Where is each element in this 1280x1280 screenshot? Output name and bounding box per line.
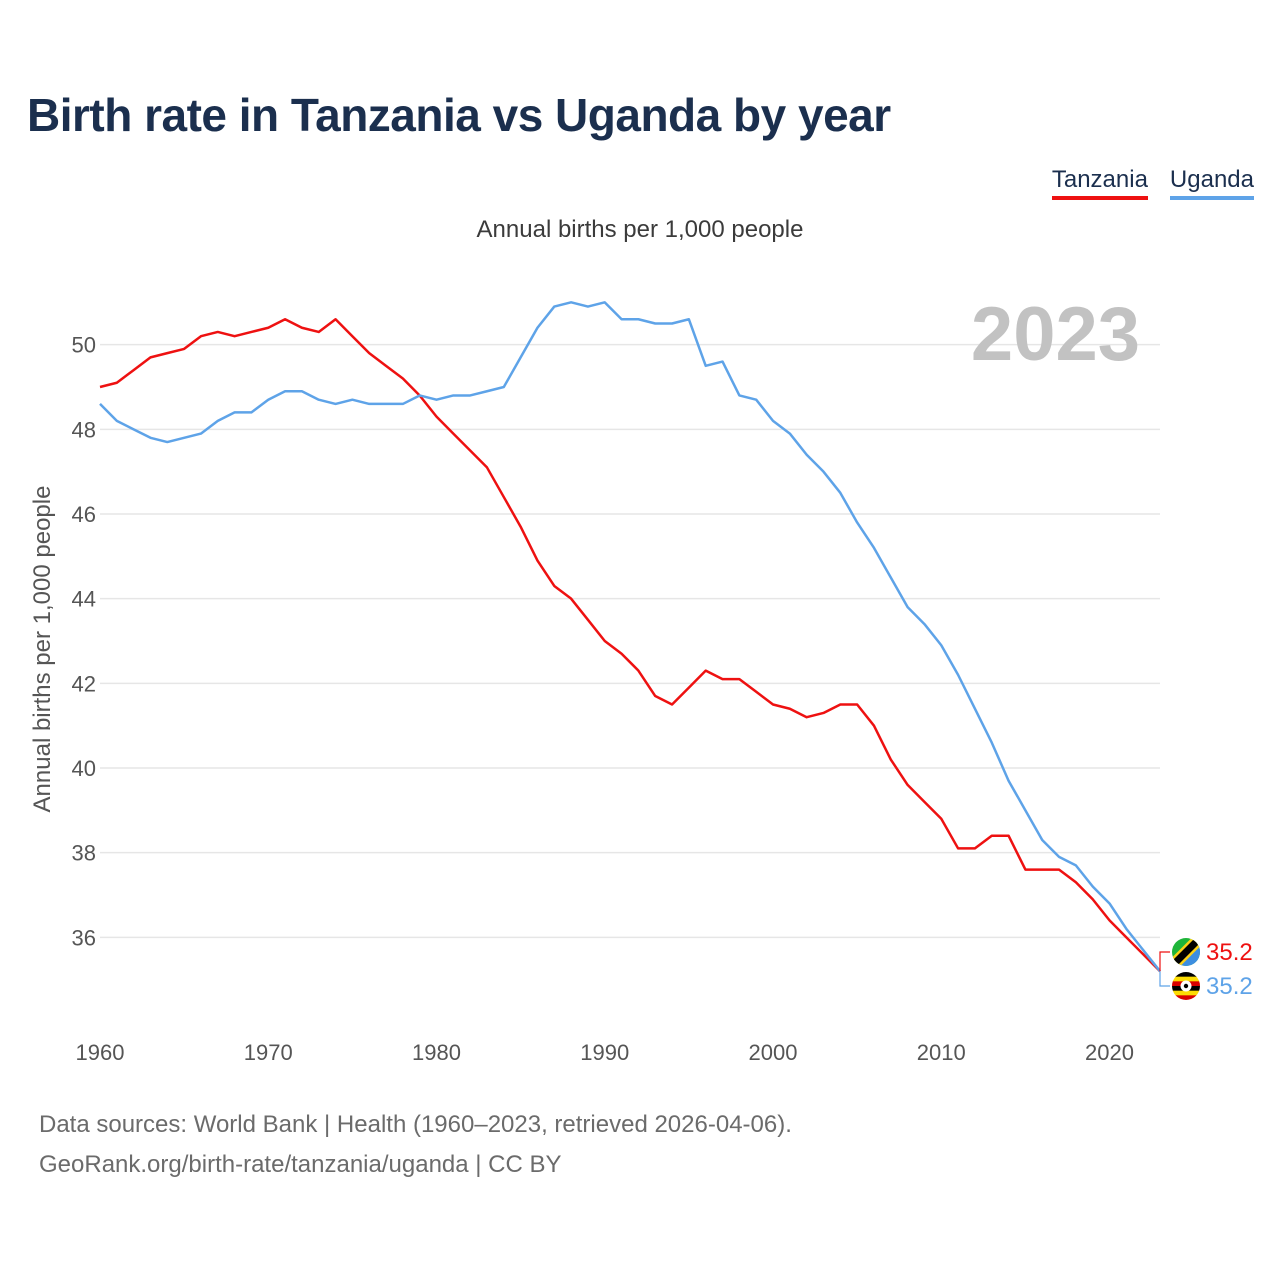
uganda-flag-icon	[1172, 972, 1200, 1000]
y-tick-label-38: 38	[72, 841, 96, 866]
x-tick-label-2010: 2010	[917, 1040, 966, 1065]
y-tick-label-40: 40	[72, 756, 96, 781]
y-tick-label-48: 48	[72, 417, 96, 442]
y-tick-label-46: 46	[72, 502, 96, 527]
series-line-uganda[interactable]	[99, 301, 1161, 972]
data-sources-text: Data sources: World Bank | Health (1960–…	[39, 1111, 792, 1138]
x-tick-label-1960: 1960	[76, 1040, 125, 1065]
legend-item-tanzania[interactable]: Tanzania	[1051, 166, 1148, 200]
legend: Tanzania Uganda	[1051, 166, 1254, 200]
x-tick-label-2020: 2020	[1085, 1040, 1134, 1065]
x-tick-label-1970: 1970	[244, 1040, 293, 1065]
legend-item-uganda[interactable]: Uganda	[1169, 166, 1254, 200]
y-tick-label-50: 50	[72, 333, 96, 358]
x-tick-label-1990: 1990	[580, 1040, 629, 1065]
x-tick-label-2000: 2000	[749, 1040, 798, 1065]
chart-title: Birth rate in Tanzania vs Uganda by year	[27, 89, 891, 141]
y-tick-label-42: 42	[72, 671, 96, 696]
x-tick-label-1980: 1980	[412, 1040, 461, 1065]
source-link-text[interactable]: GeoRank.org/birth-rate/tanzania/uganda |…	[39, 1151, 562, 1178]
end-connector-tanzania	[1159, 951, 1170, 972]
footer: Data sources: World Bank | Health (1960–…	[39, 1105, 792, 1185]
y-tick-label-36: 36	[72, 925, 96, 950]
end-value-label-tanzania: 35.2	[1206, 939, 1253, 966]
end-value-label-uganda: 35.2	[1206, 973, 1253, 1000]
y-tick-label-44: 44	[72, 587, 96, 612]
tanzania-flag-icon	[1172, 938, 1200, 966]
end-connector-uganda	[1159, 971, 1170, 987]
chart-subtitle: Annual births per 1,000 people	[476, 216, 804, 243]
series-line-tanzania[interactable]	[99, 318, 1161, 973]
year-label: 2023	[971, 292, 1140, 377]
y-axis-label: Annual births per 1,000 people	[29, 486, 56, 813]
